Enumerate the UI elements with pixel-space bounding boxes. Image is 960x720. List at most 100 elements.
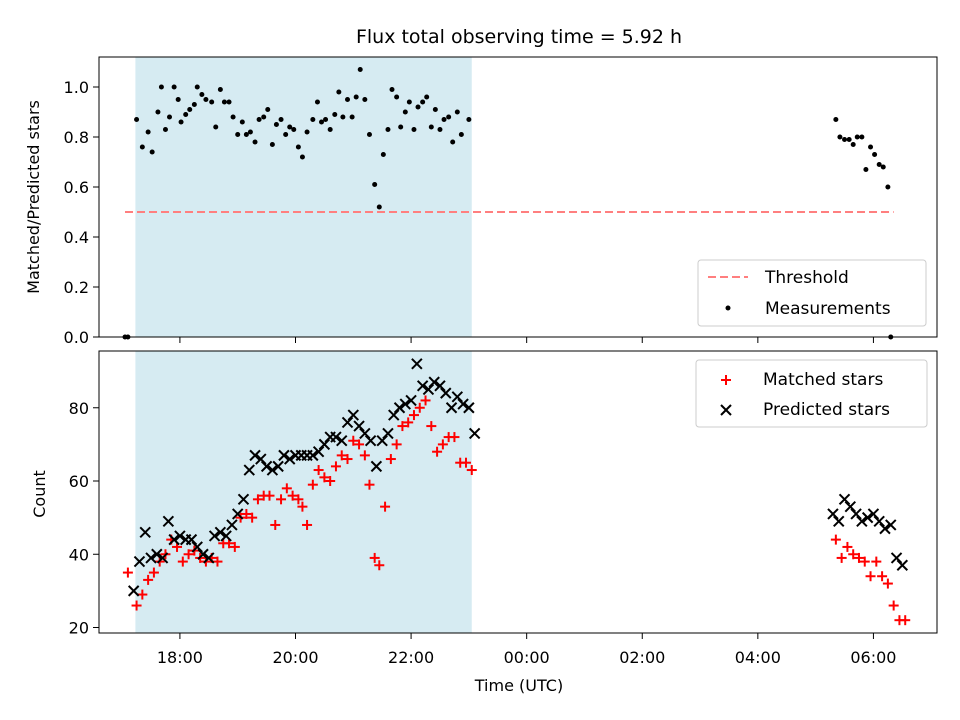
count-y-tick-labels: 20 40 60 80 xyxy=(69,399,89,638)
predicted-star-point xyxy=(370,460,383,473)
predicted-star-point xyxy=(457,398,469,410)
matched-star-point xyxy=(888,600,899,611)
measurement-point xyxy=(194,84,200,90)
predicted-star-point xyxy=(827,508,839,520)
predicted-star-point xyxy=(197,548,209,560)
measurement-point xyxy=(203,97,209,102)
measurement-point xyxy=(252,139,258,145)
y-tick-label: 0.4 xyxy=(64,228,89,247)
matched-star-point xyxy=(143,574,154,585)
predicted-star-point xyxy=(260,460,273,473)
measurement-point xyxy=(314,99,320,105)
y-tick-label: 0.2 xyxy=(64,278,89,297)
measurement-point xyxy=(876,162,882,167)
measurement-point xyxy=(850,142,856,147)
predicted-star-point xyxy=(284,453,296,465)
measurement-point xyxy=(458,132,464,137)
matched-star-point xyxy=(842,541,853,552)
measurement-point xyxy=(239,119,245,125)
predicted-star-point xyxy=(156,552,169,564)
measurement-point xyxy=(837,134,843,140)
predicted-star-point xyxy=(856,515,868,528)
matched-star-point xyxy=(229,541,240,552)
legend-matched-swatch xyxy=(721,375,731,385)
measurement-point xyxy=(235,132,241,137)
measurement-point xyxy=(319,119,325,125)
legend-measurements-swatch xyxy=(725,305,731,311)
predicted-star-point xyxy=(226,519,238,531)
measurement-point xyxy=(213,124,219,130)
matched-star-point xyxy=(420,395,431,406)
matched-star-point xyxy=(871,556,882,567)
measurement-point xyxy=(406,99,412,105)
predicted-star-point xyxy=(249,449,261,462)
predicted-star-point xyxy=(838,493,851,506)
matched-star-point xyxy=(414,402,425,413)
y-tick-label: 0.6 xyxy=(64,178,89,197)
x-tick-label: 22:00 xyxy=(388,648,434,667)
measurement-point xyxy=(149,149,155,155)
matched-star-point xyxy=(212,556,223,567)
measurement-point xyxy=(446,114,452,120)
matched-star-point xyxy=(137,589,148,600)
measurement-point xyxy=(466,117,472,122)
predicted-star-point xyxy=(341,416,354,429)
predicted-star-point xyxy=(231,508,244,520)
matched-star-point xyxy=(369,552,380,563)
y-tick-label: 40 xyxy=(69,545,89,564)
measurement-point xyxy=(178,119,184,125)
measurement-point xyxy=(362,97,368,102)
x-tick-label: 06:00 xyxy=(850,648,896,667)
predicted-star-point xyxy=(416,380,429,392)
measurement-point xyxy=(187,107,193,112)
matched-star-point xyxy=(177,556,188,567)
count-ticks xyxy=(93,407,874,639)
matched-star-point xyxy=(859,556,870,567)
predicted-star-point xyxy=(174,530,186,542)
predicted-star-point xyxy=(844,500,857,513)
predicted-star-point xyxy=(133,555,146,568)
y-tick-label: 0.0 xyxy=(64,328,89,347)
matched-star-point xyxy=(882,578,893,589)
matched-star-point xyxy=(330,461,341,472)
measurement-point xyxy=(389,87,395,92)
predicted-star-point xyxy=(220,530,232,542)
matched-star-point xyxy=(853,552,864,563)
measurement-point xyxy=(450,139,456,145)
count-y-axis-label: Count xyxy=(30,470,49,518)
predicted-star-point xyxy=(451,391,464,403)
predicted-star-point xyxy=(266,464,279,476)
measurement-point xyxy=(385,127,391,132)
measurement-point xyxy=(846,137,852,142)
predicted-star-point xyxy=(336,435,348,447)
ratio-y-axis-label: Matched/Predicted stars xyxy=(24,100,43,294)
measurement-point xyxy=(420,99,426,105)
measurement-point xyxy=(327,127,333,132)
matched-star-point xyxy=(449,432,460,443)
predicted-star-point xyxy=(145,552,157,564)
y-tick-label: 80 xyxy=(69,399,89,418)
matched-star-point xyxy=(131,600,142,611)
count-legend: Matched stars Predicted stars xyxy=(695,359,928,428)
count-shaded-band xyxy=(135,351,472,633)
measurement-point xyxy=(217,87,223,92)
count-x-tick-labels: 18:00 20:00 22:00 00:00 02:00 04:00 06:00 xyxy=(157,648,897,667)
measurement-point xyxy=(278,117,284,122)
predicted-star-point xyxy=(890,552,903,564)
ratio-y-tick-labels: 0.0 0.2 0.4 0.6 0.8 1.0 xyxy=(64,78,89,347)
matched-star-point xyxy=(148,567,159,578)
predicted-star-point xyxy=(307,449,319,462)
measurement-point xyxy=(340,114,346,120)
measurement-point xyxy=(353,94,359,100)
legend-predicted-swatch xyxy=(720,404,732,416)
measurement-point xyxy=(167,114,173,120)
measurement-point xyxy=(209,99,215,105)
predicted-star-point xyxy=(330,431,342,443)
measurement-point xyxy=(428,124,434,130)
matched-star-point xyxy=(270,519,281,530)
ratio-legend-box xyxy=(697,259,927,327)
measurement-point xyxy=(273,122,279,127)
count-axes-frame xyxy=(98,350,938,634)
matched-star-point xyxy=(426,421,437,432)
measurement-point xyxy=(155,109,161,115)
